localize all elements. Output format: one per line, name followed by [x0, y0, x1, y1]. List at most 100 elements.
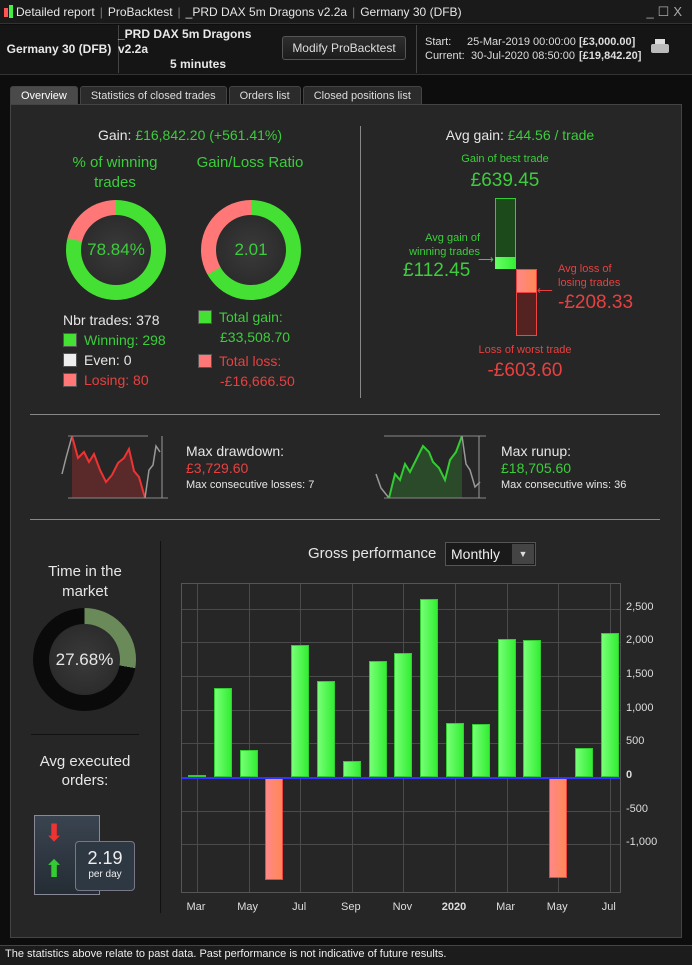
title-instrument: Germany 30 (DFB) — [360, 4, 462, 19]
chart-bar — [600, 632, 619, 777]
x-tick-label: Nov — [392, 901, 413, 913]
chart-bar — [188, 774, 206, 777]
nbr-trades: Nbr trades: 378 — [63, 312, 160, 328]
runup-info: Max runup: £18,705.60 Max consecutive wi… — [501, 443, 626, 494]
avg-loss-bar — [516, 269, 537, 293]
sell-arrow-icon: ⬇ — [44, 820, 65, 847]
chart-bar — [549, 777, 568, 879]
gain-loss-legend: Total gain: £33,508.70 Total loss: -£16,… — [198, 307, 295, 391]
losing-count: Losing: 80 — [84, 372, 149, 388]
avg-win-arrow-icon: ⟶ — [478, 254, 494, 266]
avg-win-label: Avg gain of winning trades — [409, 232, 480, 258]
total-gain-swatch — [198, 310, 212, 324]
minimize-button[interactable]: _ — [646, 4, 658, 19]
avg-loss-arrow-icon: ⟵ — [537, 285, 553, 297]
winning-swatch — [63, 333, 77, 347]
chart-bar — [239, 750, 258, 777]
runup-mini-chart — [375, 435, 486, 499]
chart-bar — [523, 639, 542, 777]
winning-count: Winning: 298 — [84, 332, 166, 348]
disclaimer-footer: The statistics above relate to past data… — [0, 945, 692, 965]
y-tick-label: 2,000 — [626, 634, 654, 647]
tab-statistics-closed-trades[interactable]: Statistics of closed trades — [79, 86, 227, 104]
drawdown-line — [71, 435, 146, 499]
avg-orders-title: Avg executed orders: — [39, 753, 131, 789]
gridline-horizontal — [182, 608, 620, 610]
runup-line-after — [461, 435, 481, 489]
y-tick-label: 1,500 — [626, 667, 654, 680]
gain-value: £16,842.20 (+561.41%) — [135, 127, 283, 143]
runup-label: Max runup: — [501, 443, 572, 459]
win-pct-donut: 78.84% — [66, 200, 166, 300]
runup-line-before — [375, 473, 390, 499]
gridline-vertical — [351, 584, 353, 892]
chart-bar — [265, 777, 284, 881]
chevron-down-icon[interactable]: ▼ — [512, 544, 534, 564]
consecutive-wins: Max consecutive wins: 36 — [501, 479, 627, 491]
avg-orders-value: 2.19 — [87, 848, 123, 868]
instrument-name: Germany 30 (DFB) — [6, 42, 112, 56]
chart-bar — [471, 723, 490, 777]
y-tick-label: -500 — [626, 802, 649, 815]
total-loss-label: Total loss: — [219, 353, 282, 369]
close-button[interactable]: X — [673, 4, 686, 19]
worst-trade-value: -£603.60 — [487, 360, 563, 381]
ratio-value: 2.01 — [216, 215, 286, 285]
title-strategy: _PRD DAX 5m Dragons v2.2a — [185, 4, 348, 19]
chart-bar — [368, 661, 387, 777]
even-count: Even: 0 — [84, 352, 132, 368]
drawdown-info: Max drawdown: £3,729.60 Max consecutive … — [186, 443, 314, 494]
tab-orders-list[interactable]: Orders list — [228, 86, 301, 104]
total-loss-value: -£16,666.50 — [220, 373, 295, 389]
tab-overview[interactable]: Overview — [10, 86, 78, 104]
gridline-horizontal — [182, 810, 620, 812]
runup-line — [388, 435, 463, 499]
tab-closed-positions-list[interactable]: Closed positions list — [302, 86, 422, 104]
x-tick-label: Mar — [186, 901, 206, 913]
total-gain-value: £33,508.70 — [220, 329, 291, 345]
chart-bar — [497, 638, 516, 777]
start-capital: [£3,000.00] — [579, 36, 636, 48]
start-label: Start: — [425, 36, 452, 48]
maximize-button[interactable]: ☐ — [657, 4, 674, 19]
title-probacktest: ProBacktest — [107, 4, 173, 19]
chart-bar — [342, 760, 361, 777]
worst-trade-label: Loss of worst trade — [478, 344, 572, 356]
chart-bar — [291, 644, 310, 777]
drawdown-value: £3,729.60 — [186, 460, 249, 476]
losing-swatch — [63, 373, 77, 387]
period-info: Start: 25-Mar-2019 00:00:00 [£3,000.00] Cu… — [425, 35, 641, 63]
gridline-vertical — [197, 584, 198, 892]
x-tick-label: Jul — [601, 901, 616, 913]
title-report: Detailed report — [16, 4, 95, 19]
even-swatch — [63, 353, 77, 367]
divider — [30, 519, 660, 520]
win-pct-value: 78.84% — [81, 215, 151, 285]
period-select-value: Monthly — [451, 546, 501, 562]
ratio-title: Gain/Loss Ratio — [196, 154, 304, 171]
total-gain-label: Total gain: — [219, 309, 283, 325]
win-pct-title: % of winning trades — [72, 154, 158, 191]
x-tick-label: 2020 — [441, 901, 467, 913]
chart-bar — [213, 688, 232, 777]
chart-bar — [575, 748, 593, 777]
y-tick-label: 0 — [626, 769, 633, 781]
chart-bar — [317, 680, 335, 777]
current-date: 30-Jul-2020 08:50:00 — [471, 50, 575, 62]
time-in-market-value: 27.68% — [49, 624, 120, 695]
time-in-market-donut: 27.68% — [33, 608, 136, 711]
x-tick-label: Sep — [341, 901, 361, 913]
strategy-cell: _PRD DAX 5m Dragons v2.2a 5 minutes — [118, 25, 278, 73]
y-tick-label: -1,000 — [626, 836, 658, 849]
print-icon[interactable] — [651, 39, 669, 55]
x-tick-label: Jul — [292, 901, 307, 913]
avg-gain-label: Avg gain: — [445, 127, 504, 143]
gridline-vertical — [558, 584, 560, 892]
consecutive-losses: Max consecutive losses: 7 — [186, 479, 315, 491]
title-bar: Detailed report | ProBacktest | _PRD DAX 5… — [0, 0, 692, 24]
header: Germany 30 (DFB) _PRD DAX 5m Dragons v2.… — [0, 25, 692, 75]
y-tick-label: 2,500 — [626, 600, 654, 613]
modify-probacktest-button[interactable]: Modify ProBacktest — [282, 36, 406, 60]
x-tick-label: May — [546, 901, 568, 913]
period-select[interactable]: Monthly ▼ — [445, 542, 536, 566]
